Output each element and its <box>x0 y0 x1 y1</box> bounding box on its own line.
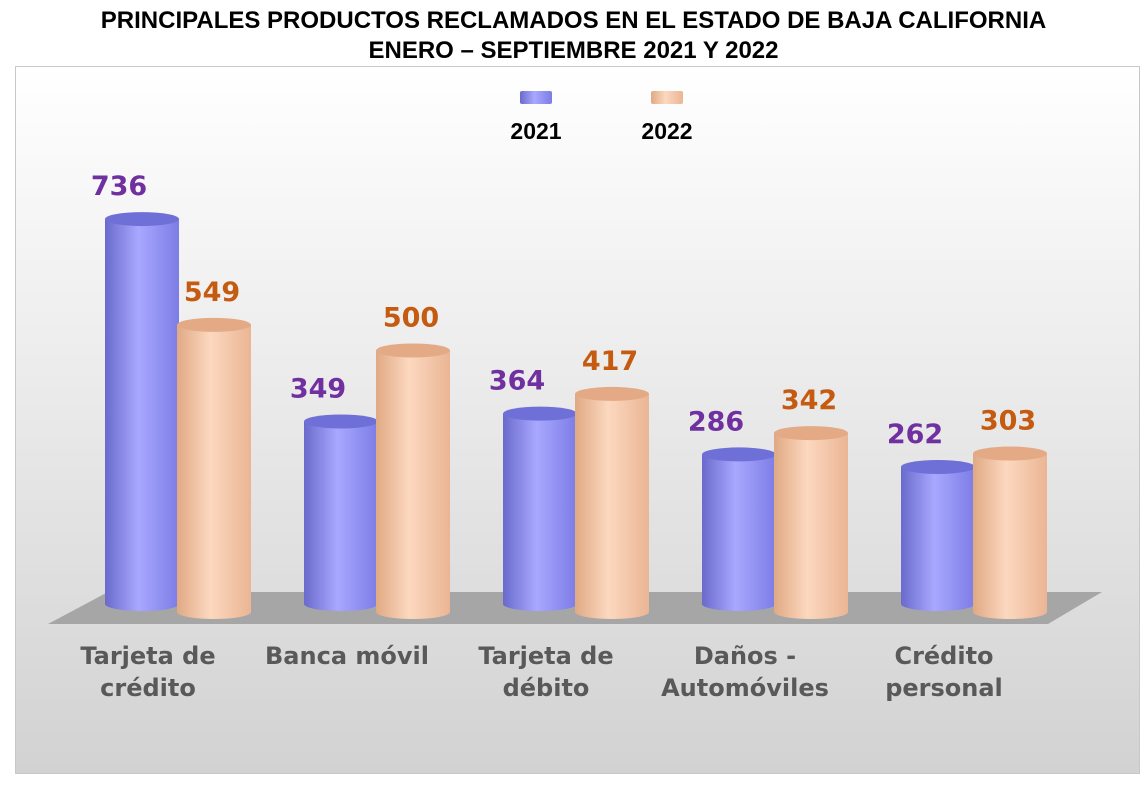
legend-swatch-2021 <box>520 91 552 104</box>
value-label-2022-3: 342 <box>781 385 837 416</box>
value-label-2021-4: 262 <box>887 419 943 450</box>
category-label-2: Tarjeta de débito <box>478 642 613 702</box>
bar-2021-2 <box>503 413 577 611</box>
value-label-2022-2: 417 <box>582 346 638 377</box>
value-label-2022-4: 303 <box>980 406 1036 437</box>
chart-title: PRINCIPALES PRODUCTOS RECLAMADOS EN EL E… <box>0 6 1147 66</box>
bar-top-2021-4 <box>901 459 975 474</box>
bar-top-2021-3 <box>702 447 776 462</box>
category-label-0: Tarjeta de crédito <box>80 642 215 702</box>
value-label-2021-3: 286 <box>688 406 744 437</box>
value-label-2022-0: 549 <box>184 277 240 308</box>
category-label-1: Banca móvil <box>265 642 429 670</box>
bar-top-2021-0 <box>105 212 179 227</box>
title-line-1: PRINCIPALES PRODUCTOS RECLAMADOS EN EL E… <box>100 7 1047 34</box>
bar-2022-4 <box>973 453 1047 619</box>
category-label-3: Daños -Automóviles <box>661 642 829 702</box>
bar-top-2022-2 <box>575 386 649 401</box>
bar-2022-1 <box>376 350 450 619</box>
value-label-2022-1: 500 <box>383 303 439 334</box>
bar-top-2021-2 <box>503 406 577 421</box>
bar-2021-0 <box>105 219 179 611</box>
bar-top-2022-4 <box>973 446 1047 461</box>
bar-2021-3 <box>702 454 776 611</box>
bar-2021-4 <box>901 466 975 611</box>
bar-2022-3 <box>774 433 848 619</box>
bar-top-2022-0 <box>177 317 251 332</box>
title-line-2: ENERO – SEPTIEMBRE 2021 Y 2022 <box>368 37 779 64</box>
legend: 2021 2022 <box>510 91 693 144</box>
bar-top-2022-3 <box>774 426 848 441</box>
bar-2022-2 <box>575 393 649 619</box>
bar-top-2022-1 <box>376 343 450 358</box>
bar-2021-1 <box>304 421 378 611</box>
bar-2022-0 <box>177 324 251 619</box>
value-label-2021-2: 364 <box>489 366 545 397</box>
value-label-2021-1: 349 <box>290 373 346 404</box>
legend-label-2021: 2021 <box>510 118 561 144</box>
value-label-2021-0: 736 <box>91 171 147 202</box>
bar-top-2021-1 <box>304 414 378 429</box>
legend-label-2022: 2022 <box>641 118 692 144</box>
category-label-4: Crédito personal <box>885 642 1003 702</box>
legend-swatch-2022 <box>651 91 683 104</box>
